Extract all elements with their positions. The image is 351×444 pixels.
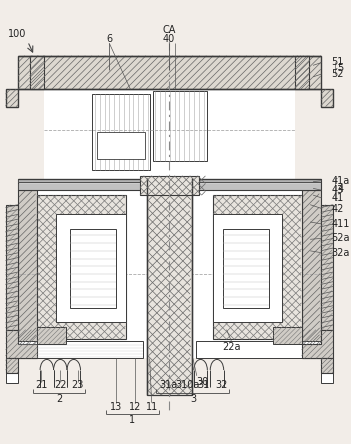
- Text: 11: 11: [145, 401, 158, 412]
- Text: 31: 31: [197, 381, 210, 390]
- Text: 12: 12: [129, 401, 141, 412]
- Text: 13: 13: [110, 401, 122, 412]
- Text: 43: 43: [331, 185, 344, 195]
- Text: 6: 6: [106, 34, 112, 44]
- Bar: [70, 229, 116, 308]
- Bar: [18, 190, 37, 358]
- Text: 4: 4: [337, 184, 343, 194]
- Bar: [18, 56, 321, 89]
- Text: 22: 22: [54, 381, 67, 390]
- Bar: [213, 195, 302, 339]
- Text: 52a: 52a: [331, 234, 350, 243]
- Bar: [196, 341, 321, 358]
- Bar: [92, 94, 150, 170]
- Bar: [44, 89, 295, 181]
- Bar: [6, 358, 18, 383]
- Bar: [29, 56, 44, 89]
- Bar: [140, 176, 199, 195]
- Bar: [273, 327, 302, 344]
- Bar: [223, 229, 269, 308]
- Polygon shape: [321, 358, 333, 373]
- Bar: [147, 178, 192, 395]
- Bar: [321, 358, 333, 383]
- Bar: [37, 190, 302, 358]
- Text: 32: 32: [216, 381, 228, 390]
- Text: 52: 52: [331, 69, 344, 79]
- Bar: [37, 195, 126, 339]
- Text: 22a: 22a: [222, 342, 241, 352]
- Bar: [18, 341, 143, 358]
- Text: 51: 51: [331, 57, 344, 67]
- Text: 30: 30: [197, 377, 209, 387]
- Bar: [97, 132, 145, 159]
- Bar: [295, 56, 309, 89]
- Bar: [18, 179, 321, 190]
- Text: CA: CA: [163, 25, 176, 35]
- Text: 32a: 32a: [331, 248, 350, 258]
- Text: 411: 411: [331, 219, 350, 229]
- Bar: [153, 91, 207, 162]
- Bar: [321, 205, 333, 329]
- Text: 1: 1: [129, 415, 135, 425]
- Bar: [37, 327, 66, 344]
- Text: 5: 5: [337, 63, 343, 73]
- Text: 41a: 41a: [331, 176, 350, 186]
- Bar: [213, 214, 282, 322]
- Text: 21: 21: [35, 381, 47, 390]
- Polygon shape: [6, 329, 37, 358]
- Polygon shape: [302, 329, 333, 358]
- Text: 100: 100: [8, 28, 27, 39]
- Text: 23: 23: [71, 381, 84, 390]
- Bar: [18, 179, 321, 182]
- Text: 2: 2: [56, 394, 62, 404]
- Polygon shape: [6, 358, 18, 373]
- Text: 310a: 310a: [175, 381, 199, 390]
- Bar: [57, 214, 126, 322]
- Bar: [302, 190, 321, 358]
- Bar: [321, 89, 333, 107]
- Text: 41: 41: [331, 193, 344, 203]
- Text: 40: 40: [163, 34, 175, 44]
- Bar: [6, 205, 18, 329]
- Text: 42: 42: [331, 203, 344, 214]
- Text: 3: 3: [190, 394, 196, 404]
- Text: 31a: 31a: [160, 381, 178, 390]
- Bar: [6, 89, 18, 107]
